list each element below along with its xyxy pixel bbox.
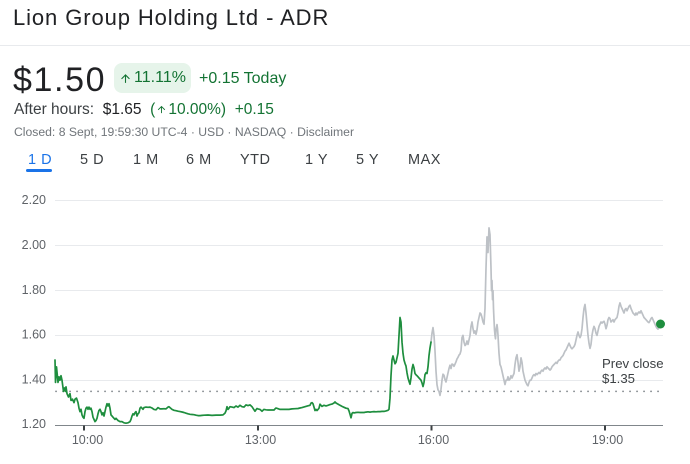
svg-text:19:00: 19:00 [592,433,623,447]
svg-text:1.60: 1.60 [22,328,46,342]
svg-text:1.80: 1.80 [22,283,46,297]
svg-text:1.20: 1.20 [22,417,46,431]
svg-text:10:00: 10:00 [72,433,103,447]
svg-text:1.40: 1.40 [22,372,46,386]
svg-text:Prev close: Prev close [602,356,664,371]
svg-text:13:00: 13:00 [245,433,276,447]
svg-text:$1.35: $1.35 [602,371,635,386]
svg-text:2.00: 2.00 [22,238,46,252]
svg-text:2.20: 2.20 [22,193,46,207]
svg-text:16:00: 16:00 [418,433,449,447]
